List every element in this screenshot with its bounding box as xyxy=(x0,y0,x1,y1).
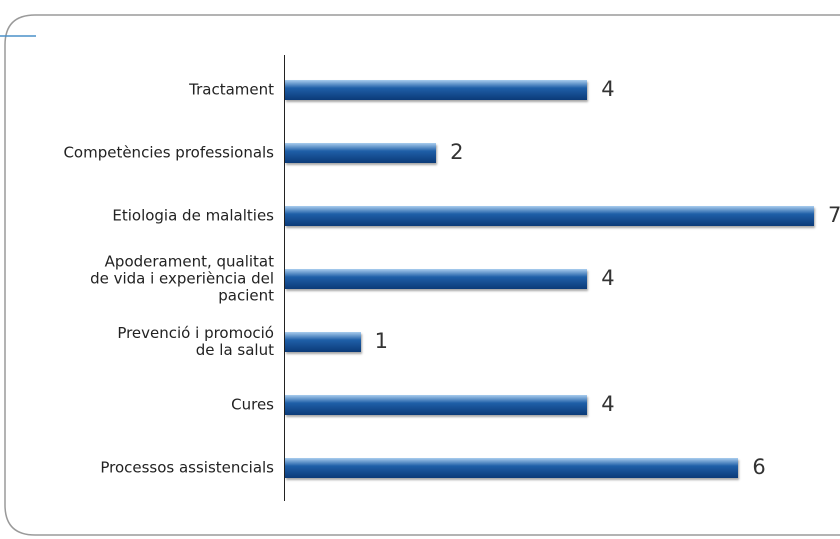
value-label: 6 xyxy=(752,455,766,479)
category-label: Apoderament, qualitat de vida i experièn… xyxy=(90,252,274,305)
bar xyxy=(285,206,814,226)
value-label: 4 xyxy=(601,266,615,290)
bar xyxy=(285,458,739,478)
category-label: Tractament xyxy=(189,80,274,99)
value-label: 4 xyxy=(601,77,615,101)
category-label: Competències professionals xyxy=(63,143,274,162)
category-label: Processos assistencials xyxy=(100,458,274,477)
bar xyxy=(285,395,588,415)
value-label: 2 xyxy=(450,140,464,164)
category-label: Cures xyxy=(231,395,274,414)
bar xyxy=(285,269,588,289)
bar xyxy=(285,80,588,100)
value-label: 7 xyxy=(828,203,840,227)
axis-line xyxy=(284,55,285,501)
category-label: Prevenció i promoció de la salut xyxy=(117,324,274,359)
category-label: Etiologia de malalties xyxy=(112,206,274,225)
bar xyxy=(285,143,437,163)
value-label: 4 xyxy=(601,392,615,416)
value-label: 1 xyxy=(374,329,388,353)
bar xyxy=(285,332,361,352)
frame-border xyxy=(4,14,840,536)
